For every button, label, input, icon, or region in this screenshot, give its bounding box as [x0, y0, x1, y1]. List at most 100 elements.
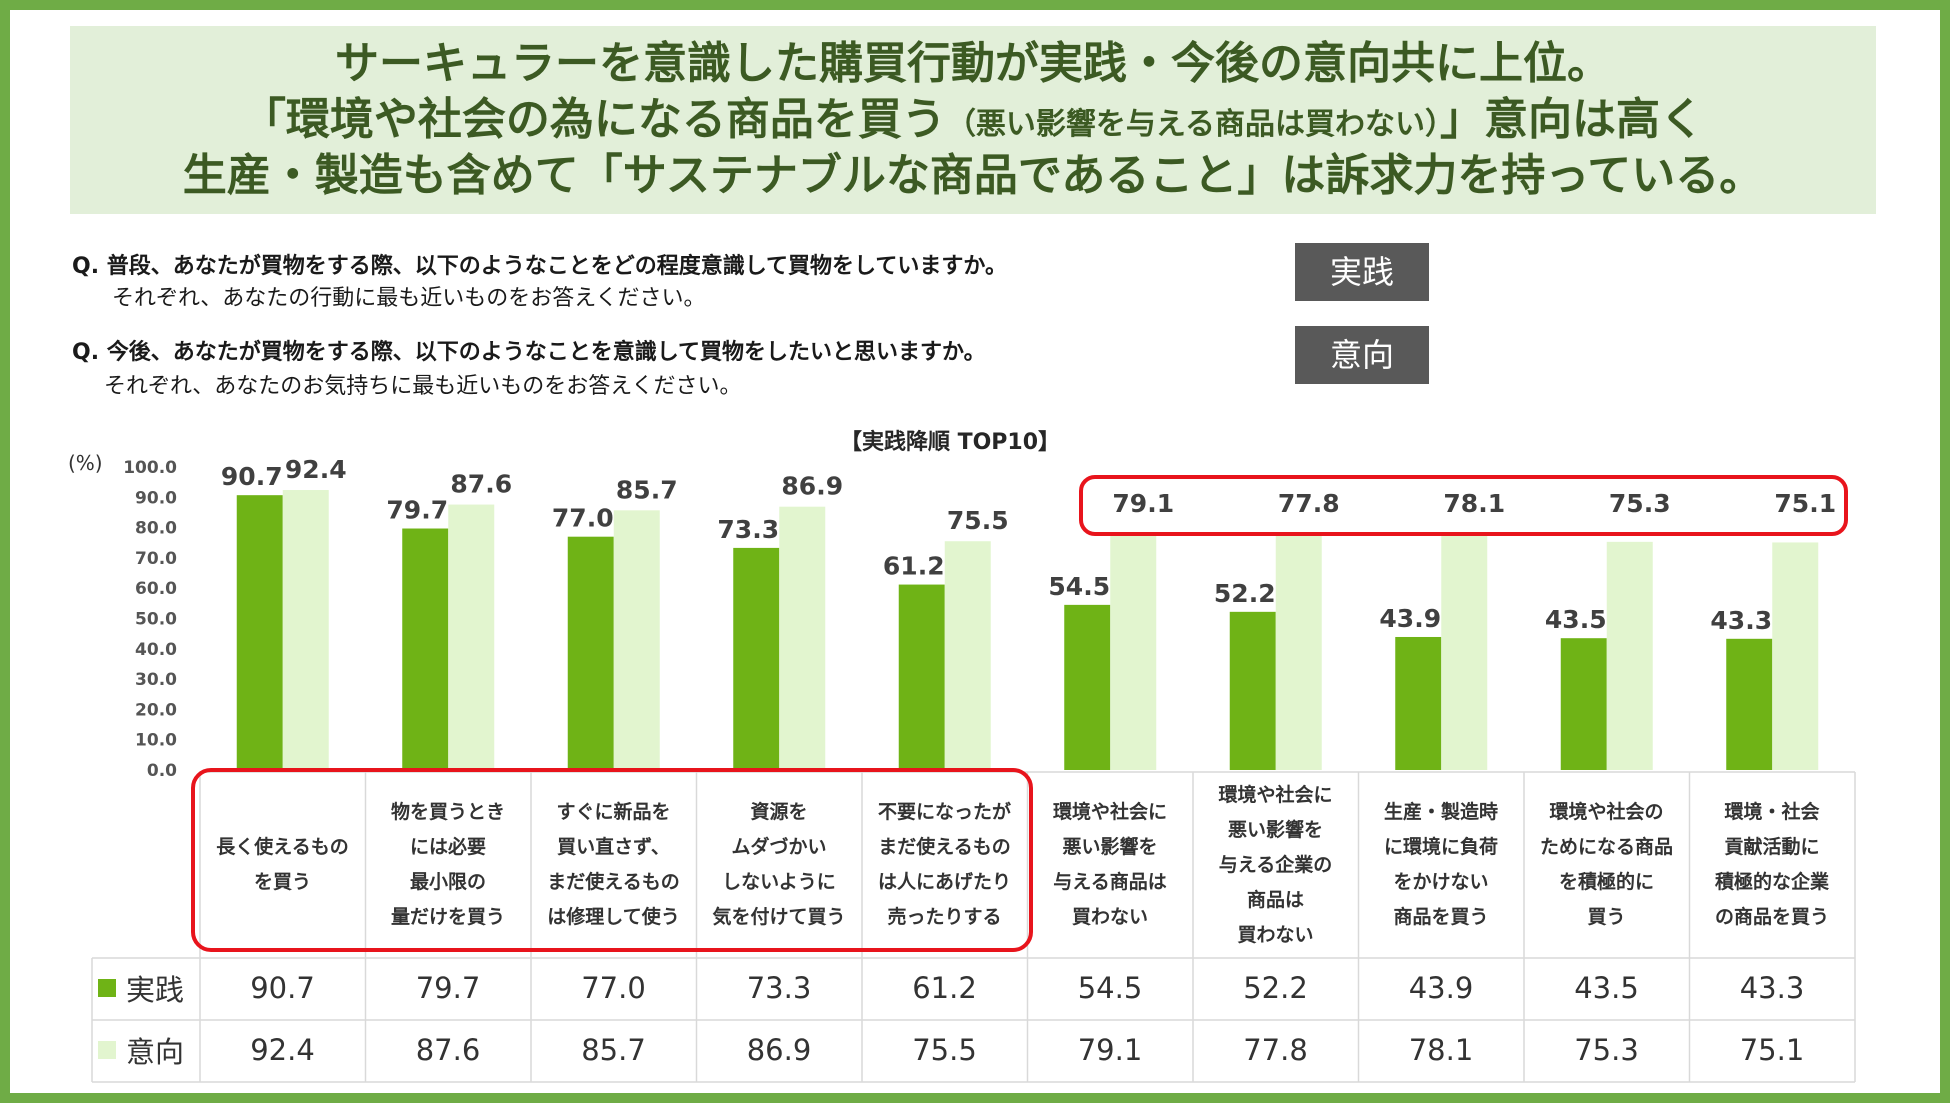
table-cell-intention: 75.1: [1739, 1033, 1805, 1067]
bar-intention: [282, 490, 329, 770]
highlight-box-top: [1079, 475, 1848, 536]
category-label: 環境や社会に 悪い影響を 与える企業の 商品は 買わない: [1218, 783, 1333, 946]
bar-intention: [613, 510, 660, 770]
bar-intention: [944, 541, 991, 770]
chart-title: 【実践降順 TOP10】: [839, 430, 1061, 455]
headline-box: サーキュラーを意識した購買行動が実践・今後の意向共に上位。 「環境や社会の為にな…: [70, 26, 1876, 214]
headline-line-2: 「環境や社会の為になる商品を買う（悪い影響を与える商品は買わない）」意向は高く: [70, 92, 1876, 153]
bar-intention: [448, 504, 495, 770]
y-tick-label: 60.0: [135, 579, 177, 599]
y-tick-label: 20.0: [135, 700, 177, 720]
bar-practice: [402, 528, 449, 770]
data-label-practice: 90.7: [221, 462, 283, 491]
table-cell-intention: 75.5: [912, 1033, 977, 1067]
bar-intention: [779, 506, 826, 770]
bar-intention: [1772, 542, 1819, 770]
data-label-intention: 77.8: [1278, 489, 1340, 518]
legend-label-intention: 意向: [126, 1035, 185, 1069]
data-label-practice: 43.9: [1379, 604, 1441, 633]
category-label: 環境・社会 貢献活動に 積極的な企業 の商品を買う: [1714, 801, 1829, 928]
bar-practice: [1560, 638, 1607, 770]
data-label-practice: 73.3: [717, 515, 779, 544]
question-1: Q. 普段、あなたが買物をする際、以下のようなことをどの程度意識して買物をしてい…: [72, 254, 1007, 279]
data-label-practice: 43.3: [1710, 606, 1772, 635]
legend-swatch-intention: [98, 1041, 116, 1059]
bar-practice: [567, 536, 614, 770]
data-label-practice: 43.5: [1545, 605, 1607, 634]
bar-intention: [1275, 534, 1322, 770]
question-1-sub: それぞれ、あなたの行動に最も近いものをお答えください。: [112, 286, 706, 311]
headline-line-2-note: （悪い影響を与える商品は買わない）: [945, 107, 1441, 142]
bar-intention: [1606, 541, 1653, 770]
legend-label-practice: 実践: [126, 973, 185, 1007]
bar-practice: [1726, 638, 1773, 770]
category-label: 生産・製造時 に環境に負荷 をかけない 商品を買う: [1383, 801, 1498, 928]
data-label-intention: 75.1: [1774, 489, 1836, 518]
data-label-intention: 86.9: [781, 472, 843, 501]
category-label: 資源を ムダづかい しないように 気を付けて買う: [712, 801, 846, 928]
bar-practice: [1064, 604, 1111, 770]
bar-practice: [236, 495, 283, 770]
table-cell-practice: 43.3: [1739, 971, 1805, 1005]
category-label: 環境や社会に 悪い影響を 与える商品は 買わない: [1052, 801, 1167, 928]
data-label-intention: 79.1: [1112, 489, 1174, 518]
data-label-practice: 61.2: [883, 552, 945, 581]
y-tick-label: 0.0: [147, 761, 177, 781]
category-label: 環境や社会の ためになる商品 を積極的に 買う: [1539, 801, 1673, 928]
table-cell-practice: 73.3: [746, 971, 812, 1005]
badge-practice: 実践: [1295, 243, 1429, 301]
bar-practice: [1229, 611, 1276, 770]
table-cell-practice: 90.7: [250, 971, 315, 1005]
data-label-practice: 52.2: [1214, 579, 1276, 608]
bar-practice: [898, 584, 945, 770]
table-cell-intention: 87.6: [415, 1033, 481, 1067]
legend-swatch-practice: [98, 979, 116, 997]
y-tick-label: 80.0: [135, 519, 177, 539]
table-cell-practice: 52.2: [1243, 971, 1308, 1005]
y-tick-label: 10.0: [135, 731, 177, 751]
data-label-practice: 54.5: [1048, 572, 1110, 601]
table-cell-intention: 78.1: [1408, 1033, 1474, 1067]
category-label: 物を買うとき には必要 最小限の 量だけを買う: [390, 801, 505, 928]
table-cell-intention: 85.7: [581, 1033, 646, 1067]
data-label-practice: 77.0: [552, 504, 614, 533]
table-cell-intention: 79.1: [1077, 1033, 1143, 1067]
bar-intention: [1441, 533, 1488, 770]
question-2-sub: それぞれ、あなたのお気持ちに最も近いものをお答えください。: [104, 374, 742, 399]
table-row-label-intention: 意向: [98, 1020, 184, 1080]
headline-line-2-b: 」意向は高く: [1440, 94, 1705, 145]
highlight-box-left: [191, 768, 1033, 952]
category-label: 不要になったが まだ使えるもの は人にあげたり 売ったりする: [877, 801, 1011, 928]
y-tick-label: 90.0: [135, 488, 177, 508]
y-tick-label: 50.0: [135, 610, 177, 630]
badge-intention: 意向: [1295, 326, 1429, 384]
y-tick-label: 70.0: [135, 549, 177, 569]
table-cell-practice: 79.7: [415, 971, 481, 1005]
y-axis-unit: (%): [68, 451, 103, 475]
question-2: Q. 今後、あなたが買物をする際、以下のようなことを意識して買物をしたいと思いま…: [72, 340, 986, 365]
table-cell-practice: 77.0: [581, 971, 646, 1005]
bar-practice: [1395, 636, 1442, 770]
y-tick-label: 100.0: [123, 458, 177, 478]
data-label-intention: 85.7: [616, 475, 678, 504]
table-cell-practice: 54.5: [1077, 971, 1143, 1005]
table-cell-practice: 61.2: [912, 971, 977, 1005]
table-cell-intention: 92.4: [250, 1033, 315, 1067]
data-label-intention: 75.3: [1609, 489, 1671, 518]
data-label-intention: 78.1: [1443, 489, 1505, 518]
bar-practice: [733, 547, 780, 770]
headline-line-1: サーキュラーを意識した購買行動が実践・今後の意向共に上位。: [335, 38, 1611, 89]
y-tick-label: 40.0: [135, 640, 177, 660]
bar-intention: [1110, 530, 1157, 770]
category-label: 長く使えるもの を買う: [216, 836, 349, 893]
category-label: すぐに新品を 買い直さず、 まだ使えるもの は修理して使う: [547, 801, 680, 928]
table-row-label-practice: 実践: [98, 958, 184, 1018]
headline-line-2-a: 「環境や社会の為になる商品を買う: [241, 94, 946, 145]
data-label-intention: 87.6: [450, 470, 512, 499]
table-cell-intention: 75.3: [1574, 1033, 1639, 1067]
data-label-intention: 75.5: [947, 506, 1009, 535]
headline-line-3: 生産・製造も含めて「サステナブルな商品であること」は訴求力を持っている。: [182, 150, 1764, 201]
table-cell-practice: 43.5: [1574, 971, 1639, 1005]
